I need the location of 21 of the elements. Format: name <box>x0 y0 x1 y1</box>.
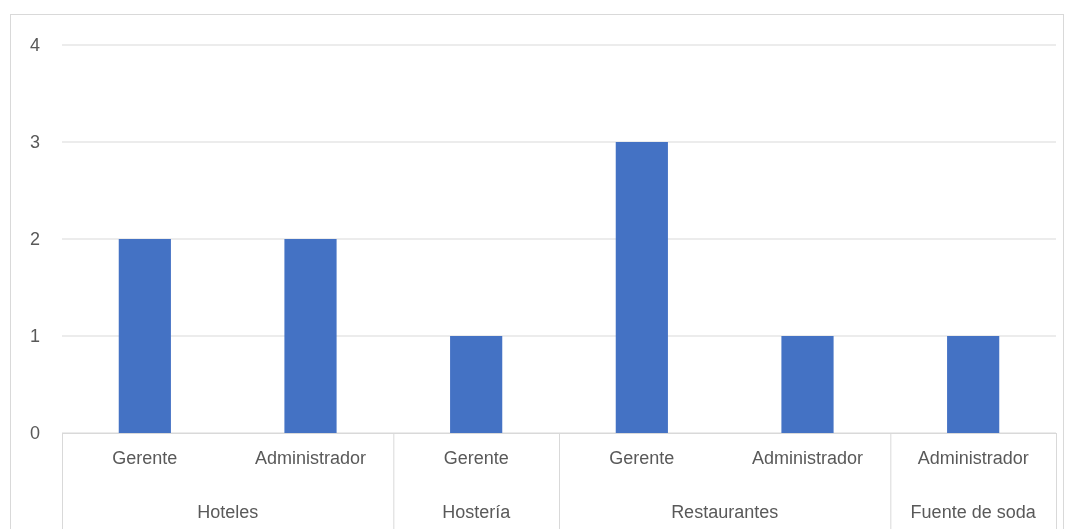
x-tick-label: Gerente <box>443 448 509 468</box>
y-tick-label: 0 <box>29 423 40 444</box>
x-tick-label: Gerente <box>112 448 178 468</box>
bar <box>118 239 171 433</box>
x-tick-label: Gerente <box>609 448 675 468</box>
bar <box>284 239 337 433</box>
y-tick-label: 3 <box>29 132 40 153</box>
text: Hostería <box>442 502 512 522</box>
bar <box>450 336 503 433</box>
x-tick-label: Administrador <box>751 448 864 468</box>
text: Hoteles <box>197 502 259 522</box>
y-tick-label: 2 <box>29 229 40 250</box>
text: Restaurantes <box>671 502 779 522</box>
bar <box>615 142 668 433</box>
y-tick-label: 1 <box>29 326 40 347</box>
x-tick-label: Administrador <box>254 448 367 468</box>
y-tick-label: 4 <box>29 35 40 56</box>
source-note: Fuente de soda <box>910 502 1037 522</box>
bar <box>947 336 1000 433</box>
bar <box>781 336 834 433</box>
x-tick-label: Administrador <box>917 448 1029 468</box>
